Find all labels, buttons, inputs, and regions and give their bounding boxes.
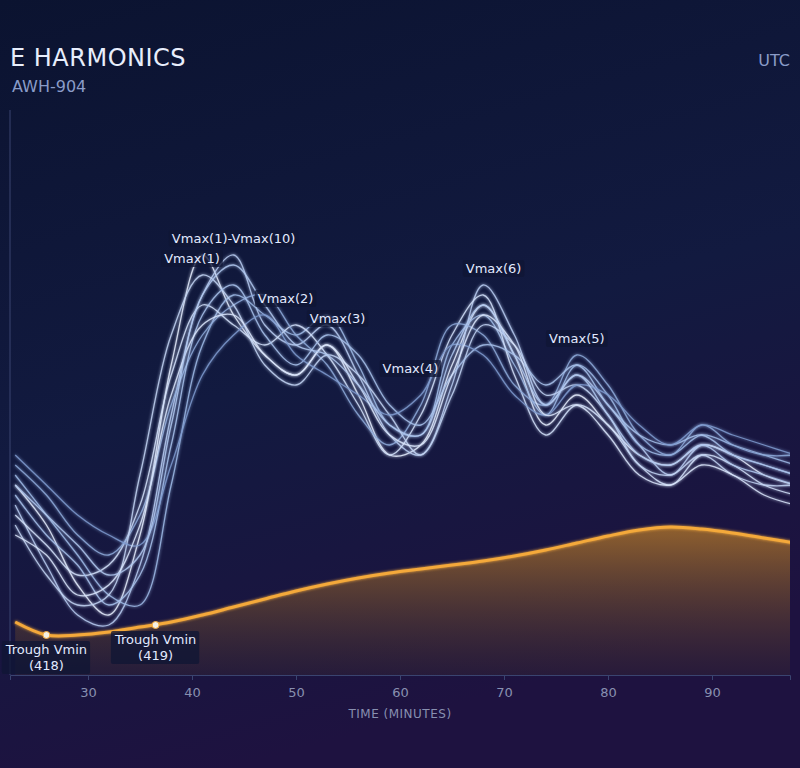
x-tick: 40 bbox=[184, 675, 201, 700]
x-tick: 30 bbox=[80, 675, 97, 700]
label-patch bbox=[2, 641, 90, 674]
title: E HARMONICS bbox=[10, 44, 186, 72]
caption: UTC bbox=[758, 51, 790, 70]
x-tick: 80 bbox=[600, 675, 617, 700]
annotation: Vmax(6) bbox=[463, 260, 525, 277]
annotation: Trough Vmin(418) bbox=[2, 632, 90, 675]
annotation-label: Vmax(1) bbox=[164, 251, 220, 266]
annotation-label: Trough Vmin(419) bbox=[114, 632, 196, 663]
series-line bbox=[15, 255, 790, 626]
x-tick-label: 30 bbox=[80, 685, 97, 700]
annotation-label: Vmax(2) bbox=[258, 291, 314, 306]
series-area bbox=[15, 527, 790, 675]
annotation-line: (418) bbox=[29, 658, 64, 673]
annotation-label: Vmax(1)-Vmax(10) bbox=[172, 231, 295, 246]
annotation-label: Vmax(6) bbox=[466, 261, 522, 276]
x-tick-label: 60 bbox=[392, 685, 409, 700]
x-tick-mark bbox=[504, 675, 505, 680]
x-tick: 90 bbox=[704, 675, 721, 700]
label-patch bbox=[307, 310, 369, 327]
annotations: Vmax(1) Vmax(1)-Vmax(10) Vmax(2) Vmax(3) Vma… bbox=[2, 230, 608, 674]
plot-area bbox=[15, 255, 790, 675]
x-tick-mark bbox=[712, 675, 713, 680]
annotation: Vmax(1) bbox=[161, 250, 223, 267]
annotation-label: Trough Vmin(418) bbox=[5, 642, 87, 673]
series-area-line bbox=[15, 527, 790, 636]
x-tick-mark bbox=[296, 675, 297, 680]
x-tick-label: 40 bbox=[184, 685, 201, 700]
x-axis-line bbox=[11, 676, 791, 681]
label-patch bbox=[463, 260, 525, 277]
annotation: Vmax(2) bbox=[255, 290, 317, 307]
y-axis-line bbox=[10, 110, 11, 675]
annotation: Trough Vmin(419) bbox=[111, 622, 199, 665]
annotation-line: (419) bbox=[138, 648, 173, 663]
annotation: Vmax(4) bbox=[380, 360, 442, 377]
subtitle: AWH-904 bbox=[12, 77, 86, 96]
series-line bbox=[15, 314, 790, 596]
label-patch bbox=[380, 360, 442, 377]
annotation: Vmax(3) bbox=[307, 310, 369, 327]
x-tick-label: 70 bbox=[496, 685, 513, 700]
annotation-line: Trough Vmin bbox=[5, 642, 87, 657]
series-line bbox=[15, 285, 790, 605]
x-tick-mark bbox=[400, 675, 401, 680]
x-axis-title: TIME (MINUTES) bbox=[347, 707, 451, 721]
label-patch bbox=[169, 230, 298, 247]
label-patch bbox=[111, 631, 199, 664]
label-patch bbox=[255, 290, 317, 307]
annotation-label: Vmax(3) bbox=[310, 311, 366, 326]
series-line bbox=[15, 265, 790, 575]
x-tick: 60 bbox=[392, 675, 409, 700]
x-tick-label: 50 bbox=[288, 685, 305, 700]
x-axis: 30 40 50 60 70 80 90 bbox=[11, 675, 791, 700]
x-tick-mark bbox=[192, 675, 193, 680]
series-line bbox=[15, 275, 790, 606]
annotation: Vmax(5) bbox=[546, 330, 608, 347]
annotation-label: Vmax(4) bbox=[383, 361, 439, 376]
annotation-point bbox=[152, 622, 159, 629]
series-line bbox=[15, 315, 790, 546]
background bbox=[0, 0, 800, 768]
annotation-line: Trough Vmin bbox=[114, 632, 196, 647]
x-tick: 50 bbox=[288, 675, 305, 700]
annotation: Vmax(1)-Vmax(10) bbox=[169, 230, 298, 247]
series-line bbox=[15, 255, 790, 615]
x-tick-mark bbox=[88, 675, 89, 680]
annotation-point bbox=[43, 632, 50, 639]
x-tick: 70 bbox=[496, 675, 513, 700]
chart: E HARMONICS AWH-904 UTC 30 40 50 60 70 80 90 TIME … bbox=[0, 0, 800, 768]
label-patch bbox=[161, 250, 223, 267]
label-patch bbox=[546, 330, 608, 347]
x-tick-label: 90 bbox=[704, 685, 721, 700]
annotation-label: Vmax(5) bbox=[549, 331, 605, 346]
series-line bbox=[15, 295, 790, 607]
x-tick-mark bbox=[608, 675, 609, 680]
x-tick-label: 80 bbox=[600, 685, 617, 700]
